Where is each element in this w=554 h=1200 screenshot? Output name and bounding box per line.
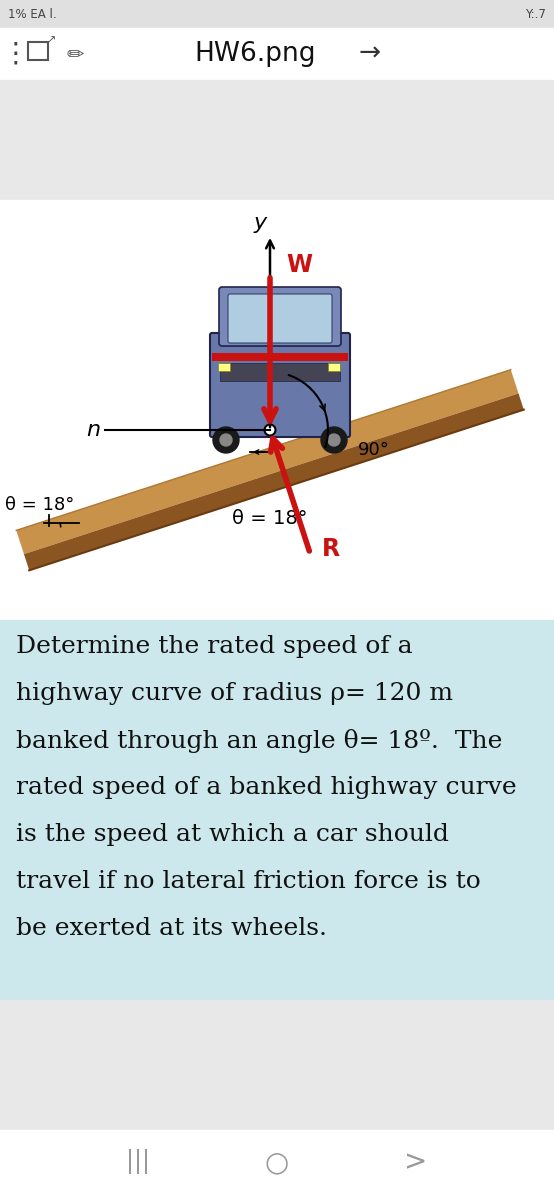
FancyBboxPatch shape [210, 332, 350, 437]
Bar [0, 28, 554, 80]
Circle shape [264, 425, 275, 436]
Text: be exerted at its wheels.: be exerted at its wheels. [16, 917, 327, 940]
Text: ⋮: ⋮ [1, 40, 29, 68]
Text: rated speed of a banked highway curve: rated speed of a banked highway curve [16, 776, 517, 799]
Circle shape [213, 427, 239, 452]
Text: θ = 18°: θ = 18° [232, 509, 308, 528]
Circle shape [328, 434, 340, 446]
Text: |||: ||| [126, 1150, 150, 1175]
Text: Determine the rated speed of a: Determine the rated speed of a [16, 635, 413, 658]
Bar [0, 80, 554, 200]
Text: is the speed at which a car should: is the speed at which a car should [16, 823, 449, 846]
Text: ✏: ✏ [66, 44, 84, 64]
Text: ↗: ↗ [47, 36, 56, 46]
Text: >: > [404, 1148, 428, 1176]
Text: highway curve of radius ρ= 120 m: highway curve of radius ρ= 120 m [16, 682, 453, 704]
Circle shape [321, 427, 347, 452]
Text: Y:.7: Y:.7 [525, 7, 546, 20]
Bar [212, 353, 348, 361]
Bar [0, 1000, 554, 1130]
Text: θ = 18°: θ = 18° [4, 496, 74, 514]
Circle shape [220, 434, 232, 446]
Bar [220, 362, 340, 382]
Text: banked through an angle θ= 18º.  The: banked through an angle θ= 18º. The [16, 728, 502, 754]
Text: ○: ○ [265, 1148, 289, 1176]
FancyBboxPatch shape [219, 287, 341, 346]
Bar [328, 362, 340, 371]
Text: R: R [322, 536, 340, 560]
FancyBboxPatch shape [228, 294, 332, 343]
Bar [0, 200, 554, 640]
Text: 90°: 90° [358, 440, 390, 458]
Text: 1% EA l.: 1% EA l. [8, 7, 57, 20]
Text: HW6.png: HW6.png [194, 41, 316, 67]
Text: W: W [286, 253, 312, 277]
Polygon shape [16, 370, 519, 554]
Polygon shape [24, 394, 524, 570]
Bar [0, 1130, 554, 1200]
Text: travel if no lateral friction force is to: travel if no lateral friction force is t… [16, 870, 481, 893]
Bar [0, 0, 554, 28]
Text: n: n [86, 420, 100, 440]
Bar [218, 362, 230, 371]
Bar [0, 620, 554, 1000]
Text: →: → [359, 41, 381, 67]
Text: y: y [253, 214, 266, 233]
